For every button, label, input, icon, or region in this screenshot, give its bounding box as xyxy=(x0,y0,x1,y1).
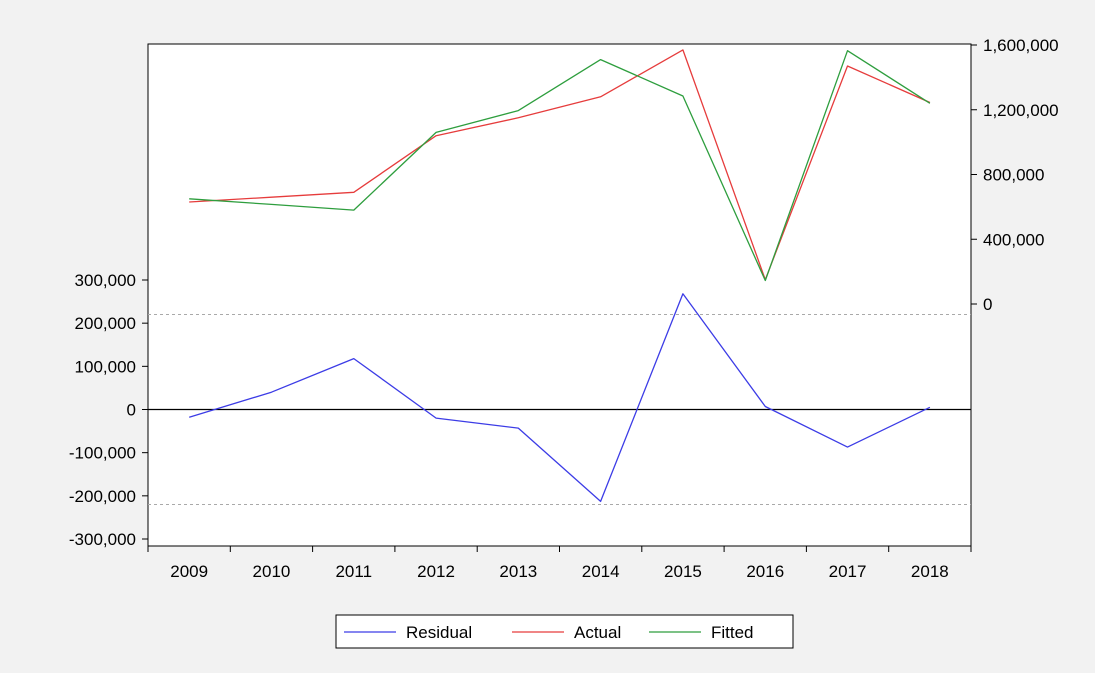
residual-series-line xyxy=(189,293,931,503)
plot-area xyxy=(147,43,972,547)
legend-label-residual: Residual xyxy=(406,623,472,642)
x-axis-tick-label: 2018 xyxy=(911,562,949,581)
fitted-series-line xyxy=(189,50,931,282)
left-axis-tick-label: -100,000 xyxy=(69,444,136,463)
x-axis-tick-label: 2016 xyxy=(746,562,784,581)
legend-label-actual: Actual xyxy=(574,623,621,642)
x-axis-tick-label: 2017 xyxy=(829,562,867,581)
reference-lines xyxy=(148,314,971,505)
left-axis-tick-label: -300,000 xyxy=(69,530,136,549)
right-axis-tick-label: 1,600,000 xyxy=(983,36,1059,55)
legend-box xyxy=(335,614,794,649)
series-layer xyxy=(189,49,931,503)
left-axis-tick-label: 200,000 xyxy=(75,314,136,333)
left-axis-tick-label: 100,000 xyxy=(75,357,136,376)
right-axis-tick-label: 0 xyxy=(983,295,992,314)
x-axis-tick-label: 2011 xyxy=(335,562,372,581)
x-axis-tick-label: 2015 xyxy=(664,562,702,581)
x-axis-tick-label: 2012 xyxy=(417,562,455,581)
x-axis-tick-label: 2013 xyxy=(499,562,537,581)
left-axis-tick-label: -200,000 xyxy=(69,487,136,506)
right-axis-tick-label: 1,200,000 xyxy=(983,101,1059,120)
x-axis: 2009 2010 2011 2012 2013 2014 2015 2016 2017 2018 xyxy=(147,546,972,581)
x-axis-tick-label: 2009 xyxy=(170,562,208,581)
left-axis: 300,000 200,000 100,000 0 -100,000 -200,000 -3… xyxy=(69,271,148,549)
x-axis-tick-label: 2014 xyxy=(582,562,620,581)
right-axis-tick-label: 400,000 xyxy=(983,230,1044,249)
x-axis-tick-label: 2010 xyxy=(253,562,291,581)
legend: Residual Actual Fitted xyxy=(335,614,794,649)
left-axis-tick-label: 0 xyxy=(127,401,136,420)
right-axis-tick-label: 800,000 xyxy=(983,166,1044,185)
left-axis-tick-label: 300,000 xyxy=(75,271,136,290)
legend-label-fitted: Fitted xyxy=(711,623,754,642)
actual-series-line xyxy=(189,49,931,281)
right-axis: 1,600,000 1,200,000 800,000 400,000 0 xyxy=(971,36,1059,314)
